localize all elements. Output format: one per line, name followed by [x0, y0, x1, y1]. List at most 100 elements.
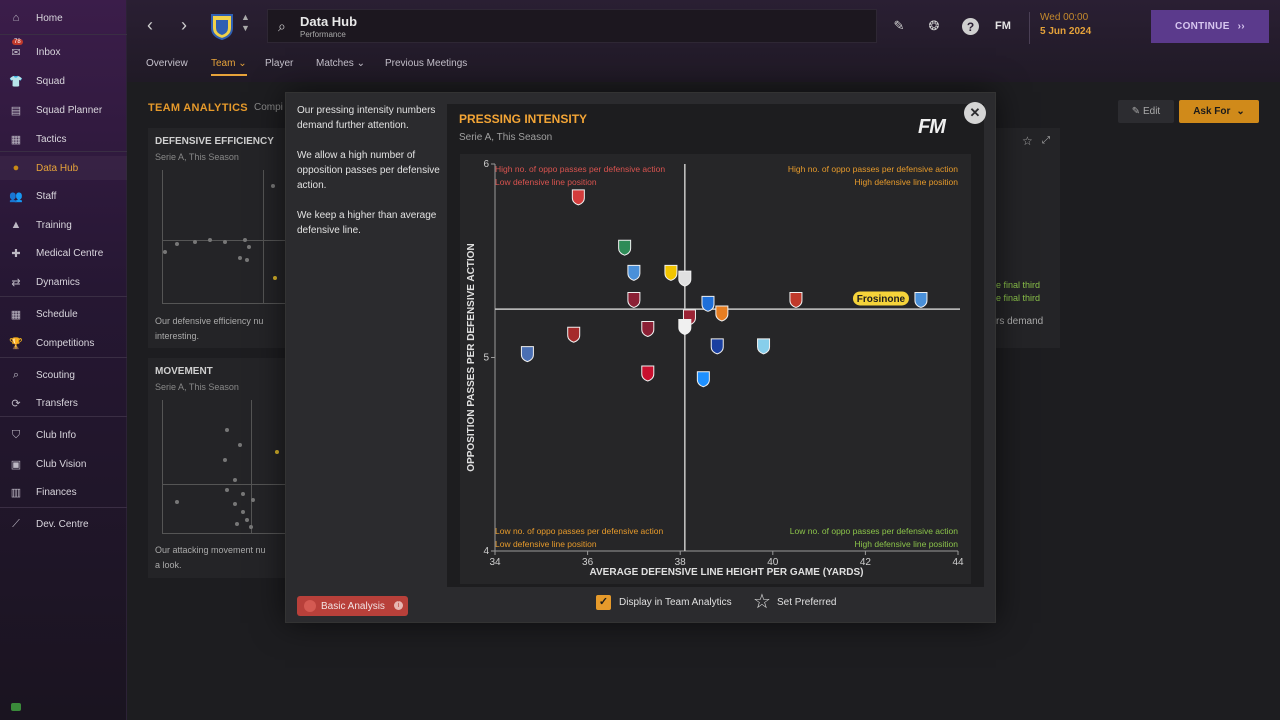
dynamics-icon: ⇄: [11, 276, 21, 289]
search-box[interactable]: ⌕ Data Hub Performance: [267, 9, 877, 43]
star-icon[interactable]: ☆: [1022, 134, 1033, 148]
club-crest-point[interactable]: [696, 371, 710, 388]
club-crest-point[interactable]: [618, 239, 632, 256]
club-crest-point[interactable]: [567, 326, 581, 343]
club-crest-point[interactable]: [710, 338, 724, 355]
club-crest-point[interactable]: [627, 264, 641, 281]
tab-overview[interactable]: Overview: [146, 58, 188, 69]
brain-icon[interactable]: ❂: [928, 18, 940, 33]
display-in-team-analytics-checkbox[interactable]: ✓: [596, 595, 611, 610]
sidebar-item-club-info[interactable]: ⛉ Club Info: [0, 423, 127, 447]
crest-shape: [696, 371, 710, 388]
team-analytics-subtitle: Compi: [254, 102, 283, 113]
search-icon: ⌕: [278, 18, 286, 34]
sidebar-item-scouting[interactable]: ⌕ Scouting: [0, 363, 127, 387]
club-crest-point[interactable]: [789, 291, 803, 308]
crest-shape: [701, 295, 715, 312]
expand-icon[interactable]: ⤢: [1042, 135, 1050, 146]
sidebar-item-dynamics[interactable]: ⇄ Dynamics: [0, 270, 127, 294]
help-icon[interactable]: ?: [962, 18, 979, 35]
basic-analysis-button[interactable]: Basic Analysis i: [297, 596, 408, 616]
sidebar-item-staff[interactable]: 👥 Staff: [0, 184, 127, 208]
sidebar-item-finances[interactable]: ▥ Finances: [0, 480, 127, 504]
movement-panel[interactable]: MOVEMENT Serie A, This Season Our attack…: [148, 358, 293, 578]
squad-icon: 👕: [9, 75, 23, 88]
tab-matches[interactable]: Matches ⌄: [316, 58, 365, 69]
continue-button[interactable]: CONTINUE ››: [1151, 10, 1269, 43]
star-icon[interactable]: ☆: [753, 591, 771, 613]
fm-logo-icon[interactable]: FM: [995, 20, 1011, 32]
status-icon[interactable]: [11, 703, 21, 711]
chart-point: [271, 184, 275, 188]
top-bar: ‹ › ▲ ▼ ⌕ Data Hub Performance ✎ ❂ ? FM W…: [127, 0, 1280, 82]
chart-point: [241, 492, 245, 496]
sidebar-item-home[interactable]: ⌂ Home: [0, 6, 127, 30]
transfers-icon: ⟳: [11, 397, 21, 410]
sidebar-item-squad-planner[interactable]: ▤ Squad Planner: [0, 98, 127, 122]
club-crest-point[interactable]: [571, 189, 585, 206]
panel-title: DEFENSIVE EFFICIENCY: [155, 136, 274, 147]
club-crest-point[interactable]: [715, 305, 729, 322]
panel-text: Our attacking movement nu: [155, 545, 266, 555]
page-title: Data Hub: [300, 14, 358, 29]
sidebar-item-label: Training: [36, 219, 72, 231]
sidebar-item-data-hub[interactable]: ● Data Hub: [0, 156, 127, 180]
club-crest-point[interactable]: [678, 270, 692, 287]
sidebar: ⌂ Home ✉ 78 Inbox 👕 Squad ▤ Squad Planner ▦ Tactic…: [0, 0, 127, 720]
sidebar-item-training[interactable]: ▲ Training: [0, 213, 127, 237]
chart-point: [233, 502, 237, 506]
time-label: Wed 00:00: [1040, 12, 1089, 23]
sidebar-item-label: Scouting: [36, 369, 75, 381]
right-panel[interactable]: ☆ ⤢ e final third e final third rs deman…: [990, 128, 1060, 348]
club-crest-point[interactable]: [520, 346, 534, 363]
sidebar-item-schedule[interactable]: ▦ Schedule: [0, 302, 127, 326]
club-crest-point[interactable]: [757, 338, 771, 355]
info-icon[interactable]: i: [394, 601, 403, 610]
club-crest-point[interactable]: [701, 295, 715, 312]
forward-arrow-icon[interactable]: ›: [181, 14, 187, 35]
club-crest-point[interactable]: [627, 291, 641, 308]
sidebar-item-dev-centre[interactable]: ⟋ Dev. Centre: [0, 512, 127, 536]
back-arrow-icon[interactable]: ‹: [147, 14, 153, 35]
tab-previous-meetings[interactable]: Previous Meetings: [385, 58, 468, 69]
sidebar-item-label: Finances: [36, 486, 77, 498]
sidebar-item-label: Schedule: [36, 308, 78, 320]
club-vision-icon: ▣: [10, 458, 22, 471]
club-crest-point[interactable]: [678, 319, 692, 336]
sidebar-item-medical-centre[interactable]: ✚ Medical Centre: [0, 241, 127, 265]
pencil-icon[interactable]: ✎: [893, 18, 905, 33]
club-crest-point[interactable]: [641, 320, 655, 338]
set-preferred-label[interactable]: Set Preferred: [777, 597, 837, 608]
team-switch-icon[interactable]: ▲ ▼: [241, 12, 250, 33]
sidebar-divider: [0, 507, 127, 508]
tab-team[interactable]: Team ⌄: [211, 58, 247, 76]
x-tick-label: 36: [582, 557, 594, 568]
sidebar-item-transfers[interactable]: ⟳ Transfers: [0, 391, 127, 415]
club-crest-point[interactable]: [641, 365, 655, 382]
sidebar-item-label: Dynamics: [36, 276, 80, 288]
x-axis-title: AVERAGE DEFENSIVE LINE HEIGHT PER GAME (…: [590, 567, 864, 578]
continue-label: CONTINUE: [1175, 21, 1230, 32]
sidebar-item-club-vision[interactable]: ▣ Club Vision: [0, 452, 127, 476]
page-subtitle: Performance: [300, 30, 346, 39]
sidebar-item-competitions[interactable]: 🏆 Competitions: [0, 331, 127, 355]
sidebar-item-tactics[interactable]: ▦ Tactics: [0, 127, 127, 151]
ask-for-button[interactable]: Ask For ⌄: [1179, 100, 1259, 123]
club-info-icon: ⛉: [11, 428, 21, 441]
crest-shape: [715, 305, 729, 322]
club-crest-point[interactable]: [914, 291, 928, 308]
sidebar-item-label: Squad: [36, 75, 65, 87]
defensive-efficiency-panel[interactable]: DEFENSIVE EFFICIENCY Serie A, This Seaso…: [148, 128, 293, 348]
sidebar-divider: [0, 296, 127, 297]
edit-button[interactable]: ✎ Edit: [1118, 100, 1174, 123]
club-crest-point[interactable]: [664, 264, 678, 281]
sidebar-item-inbox[interactable]: ✉ 78 Inbox: [0, 39, 127, 64]
club-crest-icon[interactable]: [209, 12, 235, 40]
sidebar-item-squad[interactable]: 👕 Squad: [0, 69, 127, 93]
close-icon[interactable]: ✕: [964, 102, 986, 124]
tab-player[interactable]: Player: [265, 58, 294, 69]
chevron-down-icon: ⌄: [1236, 106, 1245, 117]
crest-shape: [757, 338, 771, 355]
quadrant-label: Low defensive line position: [495, 177, 597, 187]
chart-point: [245, 518, 249, 522]
